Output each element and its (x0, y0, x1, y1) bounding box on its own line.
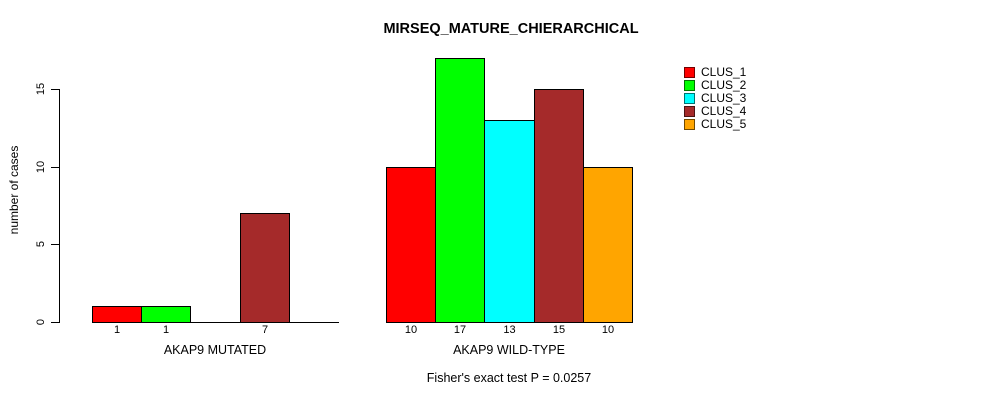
fisher-test-annotation: Fisher's exact test P = 0.0257 (426, 371, 592, 385)
legend-swatch-clus_1 (684, 67, 695, 78)
bar-clus_2 (141, 306, 191, 323)
bar-clus_5-zero (289, 322, 339, 323)
y-axis-tick-label: 5 (35, 240, 47, 248)
legend-entry: CLUS_1 (684, 66, 746, 79)
bar-clus_4 (240, 213, 290, 323)
legend-swatch-clus_2 (684, 80, 695, 91)
bar-value-label: 1 (113, 324, 121, 336)
y-axis-title: number of cases (7, 145, 21, 235)
legend-label: CLUS_1 (701, 65, 747, 79)
bar-value-label: 7 (261, 324, 269, 336)
legend-label: CLUS_5 (701, 117, 747, 131)
bar-clus_2 (435, 58, 485, 323)
legend-label: CLUS_2 (701, 78, 747, 92)
bar-clus_3 (484, 120, 535, 323)
legend-label: CLUS_4 (701, 104, 747, 118)
legend-entry: CLUS_4 (684, 105, 746, 118)
y-axis-tick-label: 15 (35, 82, 47, 96)
bar-value-label: 10 (601, 324, 615, 336)
y-axis-line (59, 89, 60, 323)
y-axis-tick (51, 322, 60, 323)
legend-swatch-clus_3 (684, 93, 695, 104)
bar-clus_1 (386, 167, 436, 323)
chart-title: MIRSEQ_MATURE_CHIERARCHICAL (383, 21, 639, 37)
legend-label: CLUS_3 (701, 91, 747, 105)
legend-entry: CLUS_2 (684, 79, 746, 92)
bar-clus_4 (534, 89, 584, 323)
legend: CLUS_1 CLUS_2 CLUS_3 CLUS_4 CLUS_5 (684, 66, 746, 131)
bar-clus_5 (583, 167, 633, 323)
y-axis-tick-label: 10 (35, 160, 47, 174)
y-axis-tick-label: 0 (35, 318, 47, 326)
y-axis-tick (51, 89, 60, 90)
legend-entry: CLUS_3 (684, 92, 746, 105)
bar-value-label: 10 (404, 324, 418, 336)
y-axis-tick (51, 244, 60, 245)
legend-entry: CLUS_5 (684, 118, 746, 131)
legend-swatch-clus_5 (684, 119, 695, 130)
y-axis-tick (51, 167, 60, 168)
bar-clus_3-zero (190, 322, 241, 323)
bar-value-label: 15 (552, 324, 566, 336)
x-group-label-wild-type: AKAP9 WILD-TYPE (453, 343, 565, 357)
bar-value-label: 13 (503, 324, 516, 336)
bar-clus_1 (92, 306, 142, 323)
x-group-label-mutated: AKAP9 MUTATED (163, 343, 267, 357)
bar-value-label: 1 (162, 324, 170, 336)
legend-swatch-clus_4 (684, 106, 695, 117)
bar-value-label: 17 (453, 324, 467, 336)
